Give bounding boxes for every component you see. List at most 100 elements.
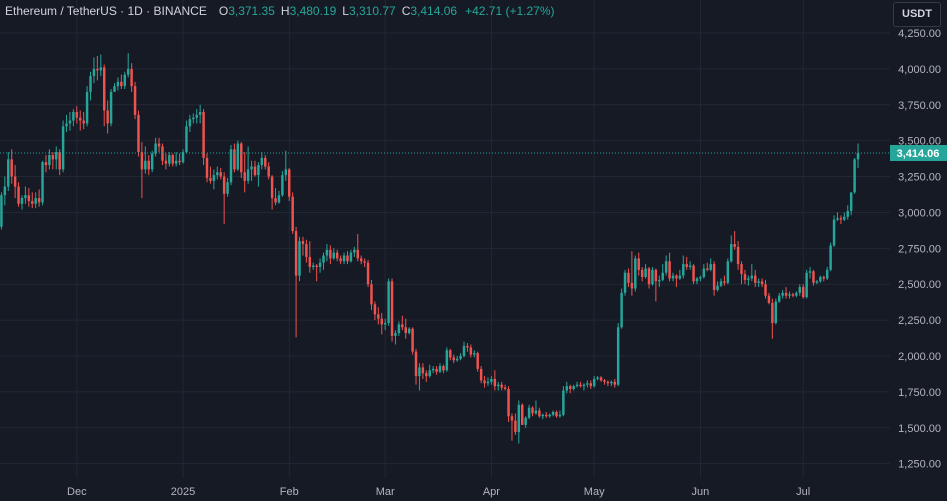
candle-body xyxy=(37,198,41,203)
time-axis[interactable]: Dec 2025 Feb Mar Apr May Jun Jul xyxy=(67,486,810,498)
candle-body xyxy=(599,377,603,381)
change-value: +42.71 (+1.27%) xyxy=(465,4,555,18)
price-tick-label: 2,750.00 xyxy=(898,243,941,255)
price-tick-label: 3,750.00 xyxy=(898,100,941,112)
candle-body xyxy=(812,271,815,283)
candle-body xyxy=(849,192,853,212)
candle-body xyxy=(20,198,24,204)
candle-body xyxy=(270,176,274,199)
candle-body xyxy=(0,195,3,227)
candle-body xyxy=(469,347,473,355)
candle-body xyxy=(575,384,579,387)
time-tick-label: Jun xyxy=(692,486,710,498)
candle-body xyxy=(116,81,120,87)
candle-body xyxy=(288,169,291,197)
candle-body xyxy=(541,414,545,417)
candle-body xyxy=(346,255,349,262)
candle-body xyxy=(277,195,281,203)
candle-body xyxy=(123,74,127,87)
candle-body xyxy=(99,67,103,71)
candle-body xyxy=(760,281,764,285)
candle-body xyxy=(359,258,363,262)
candle-body xyxy=(291,196,294,232)
candle-body xyxy=(370,284,373,305)
candle-body xyxy=(243,172,246,181)
candle-body xyxy=(236,143,240,170)
candle-body xyxy=(34,198,37,204)
low-label: L xyxy=(342,4,349,18)
candle-body xyxy=(161,146,164,161)
candle-body xyxy=(3,186,7,196)
candle-body xyxy=(133,86,137,115)
candle-body xyxy=(212,175,216,181)
candle-body xyxy=(497,384,500,387)
candle-body xyxy=(205,157,209,178)
candle-body xyxy=(623,272,627,293)
candle-body xyxy=(538,410,541,417)
candle-body xyxy=(784,292,788,296)
candle-body xyxy=(825,269,829,279)
candle-body xyxy=(144,160,147,170)
candle-body xyxy=(654,269,658,282)
candle-body xyxy=(640,269,644,278)
candle-body xyxy=(31,200,34,204)
price-tick-label: 2,500.00 xyxy=(898,279,941,291)
candle-body xyxy=(517,404,521,433)
candle-body xyxy=(250,166,253,170)
candle-body xyxy=(267,166,270,177)
candle-body xyxy=(445,350,449,371)
price-tick-label: 3,250.00 xyxy=(898,172,941,184)
candle-body xyxy=(747,278,750,280)
candle-body xyxy=(791,294,795,296)
candle-body xyxy=(431,368,435,371)
candle-body xyxy=(342,255,346,262)
candle-body xyxy=(486,381,490,384)
time-tick-label: May xyxy=(584,486,605,498)
candle-body xyxy=(154,143,157,154)
open-value: 3,371.35 xyxy=(228,4,275,18)
candles xyxy=(0,53,860,444)
candle-body xyxy=(493,378,497,387)
candle-body xyxy=(120,81,123,87)
candle-body xyxy=(555,411,558,417)
candle-body xyxy=(829,245,832,270)
candle-body xyxy=(325,249,329,256)
candle-body xyxy=(435,368,438,372)
currency-unit-button[interactable]: USDT xyxy=(893,2,941,27)
candle-body xyxy=(616,327,620,385)
candle-body xyxy=(603,380,606,382)
candle-body xyxy=(449,350,452,358)
price-axis[interactable]: 4,250.00 4,000.00 3,750.00 3,500.00 3,250.00… xyxy=(890,28,947,471)
candle-body xyxy=(10,159,13,177)
candle-body xyxy=(418,367,421,377)
candle-body xyxy=(281,175,284,196)
candle-body xyxy=(315,265,318,267)
candle-body xyxy=(459,355,462,359)
candle-body xyxy=(294,231,298,276)
candle-body xyxy=(682,264,685,276)
candle-body xyxy=(55,152,58,160)
candle-body xyxy=(627,272,630,283)
candle-body xyxy=(548,414,551,417)
candle-body xyxy=(476,353,479,369)
candle-body xyxy=(366,262,370,285)
candle-body xyxy=(137,114,140,153)
current-price-tag xyxy=(890,145,947,162)
candle-body xyxy=(822,277,825,279)
candle-body xyxy=(839,218,843,220)
candle-body xyxy=(716,285,719,290)
candle-body xyxy=(658,279,661,282)
candle-body xyxy=(298,241,301,276)
candle-body xyxy=(836,218,839,220)
candle-body xyxy=(181,152,185,163)
candle-body xyxy=(726,261,730,283)
candle-body xyxy=(466,345,469,348)
candle-body xyxy=(706,268,709,270)
candle-body xyxy=(96,68,99,71)
candle-body xyxy=(675,275,678,279)
candle-body xyxy=(202,111,205,158)
candle-body xyxy=(558,414,562,417)
candle-body xyxy=(771,302,774,323)
candle-body xyxy=(678,275,682,279)
